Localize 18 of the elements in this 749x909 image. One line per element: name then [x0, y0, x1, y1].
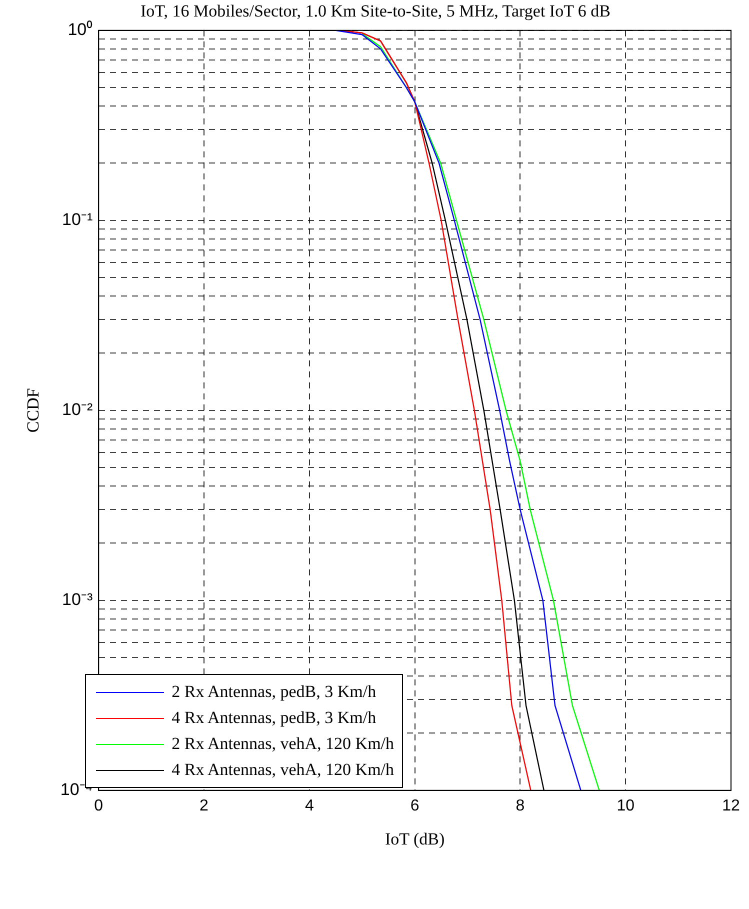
y-tick-label: 10⁰ — [68, 20, 93, 40]
legend-label: 2 Rx Antennas, vehA, 120 Km/h — [172, 734, 394, 754]
x-tick-label: 8 — [516, 797, 525, 814]
x-tick-label: 4 — [304, 797, 314, 814]
y-tick-label: 10⁻³ — [62, 590, 93, 610]
y-axis-title: CCDF — [24, 388, 43, 433]
x-tick-label: 10 — [616, 797, 635, 814]
x-tick-label: 2 — [200, 797, 209, 814]
x-tick-label: 6 — [410, 797, 420, 814]
chart-title: IoT, 16 Mobiles/Sector, 1.0 Km Site-to-Site, 5 MHz, Target IoT 6 dB — [140, 2, 610, 21]
y-tick-label: 10⁻¹ — [62, 210, 93, 230]
legend-label: 2 Rx Antennas, pedB, 3 Km/h — [172, 682, 376, 702]
legend-label: 4 Rx Antennas, vehA, 120 Km/h — [172, 760, 394, 780]
x-axis-title: IoT (dB) — [384, 829, 445, 848]
y-tick-label: 10⁻² — [62, 400, 93, 420]
x-tick-label: 12 — [722, 797, 740, 814]
legend-label: 4 Rx Antennas, pedB, 3 Km/h — [172, 708, 376, 728]
x-tick-label: 0 — [94, 797, 104, 814]
